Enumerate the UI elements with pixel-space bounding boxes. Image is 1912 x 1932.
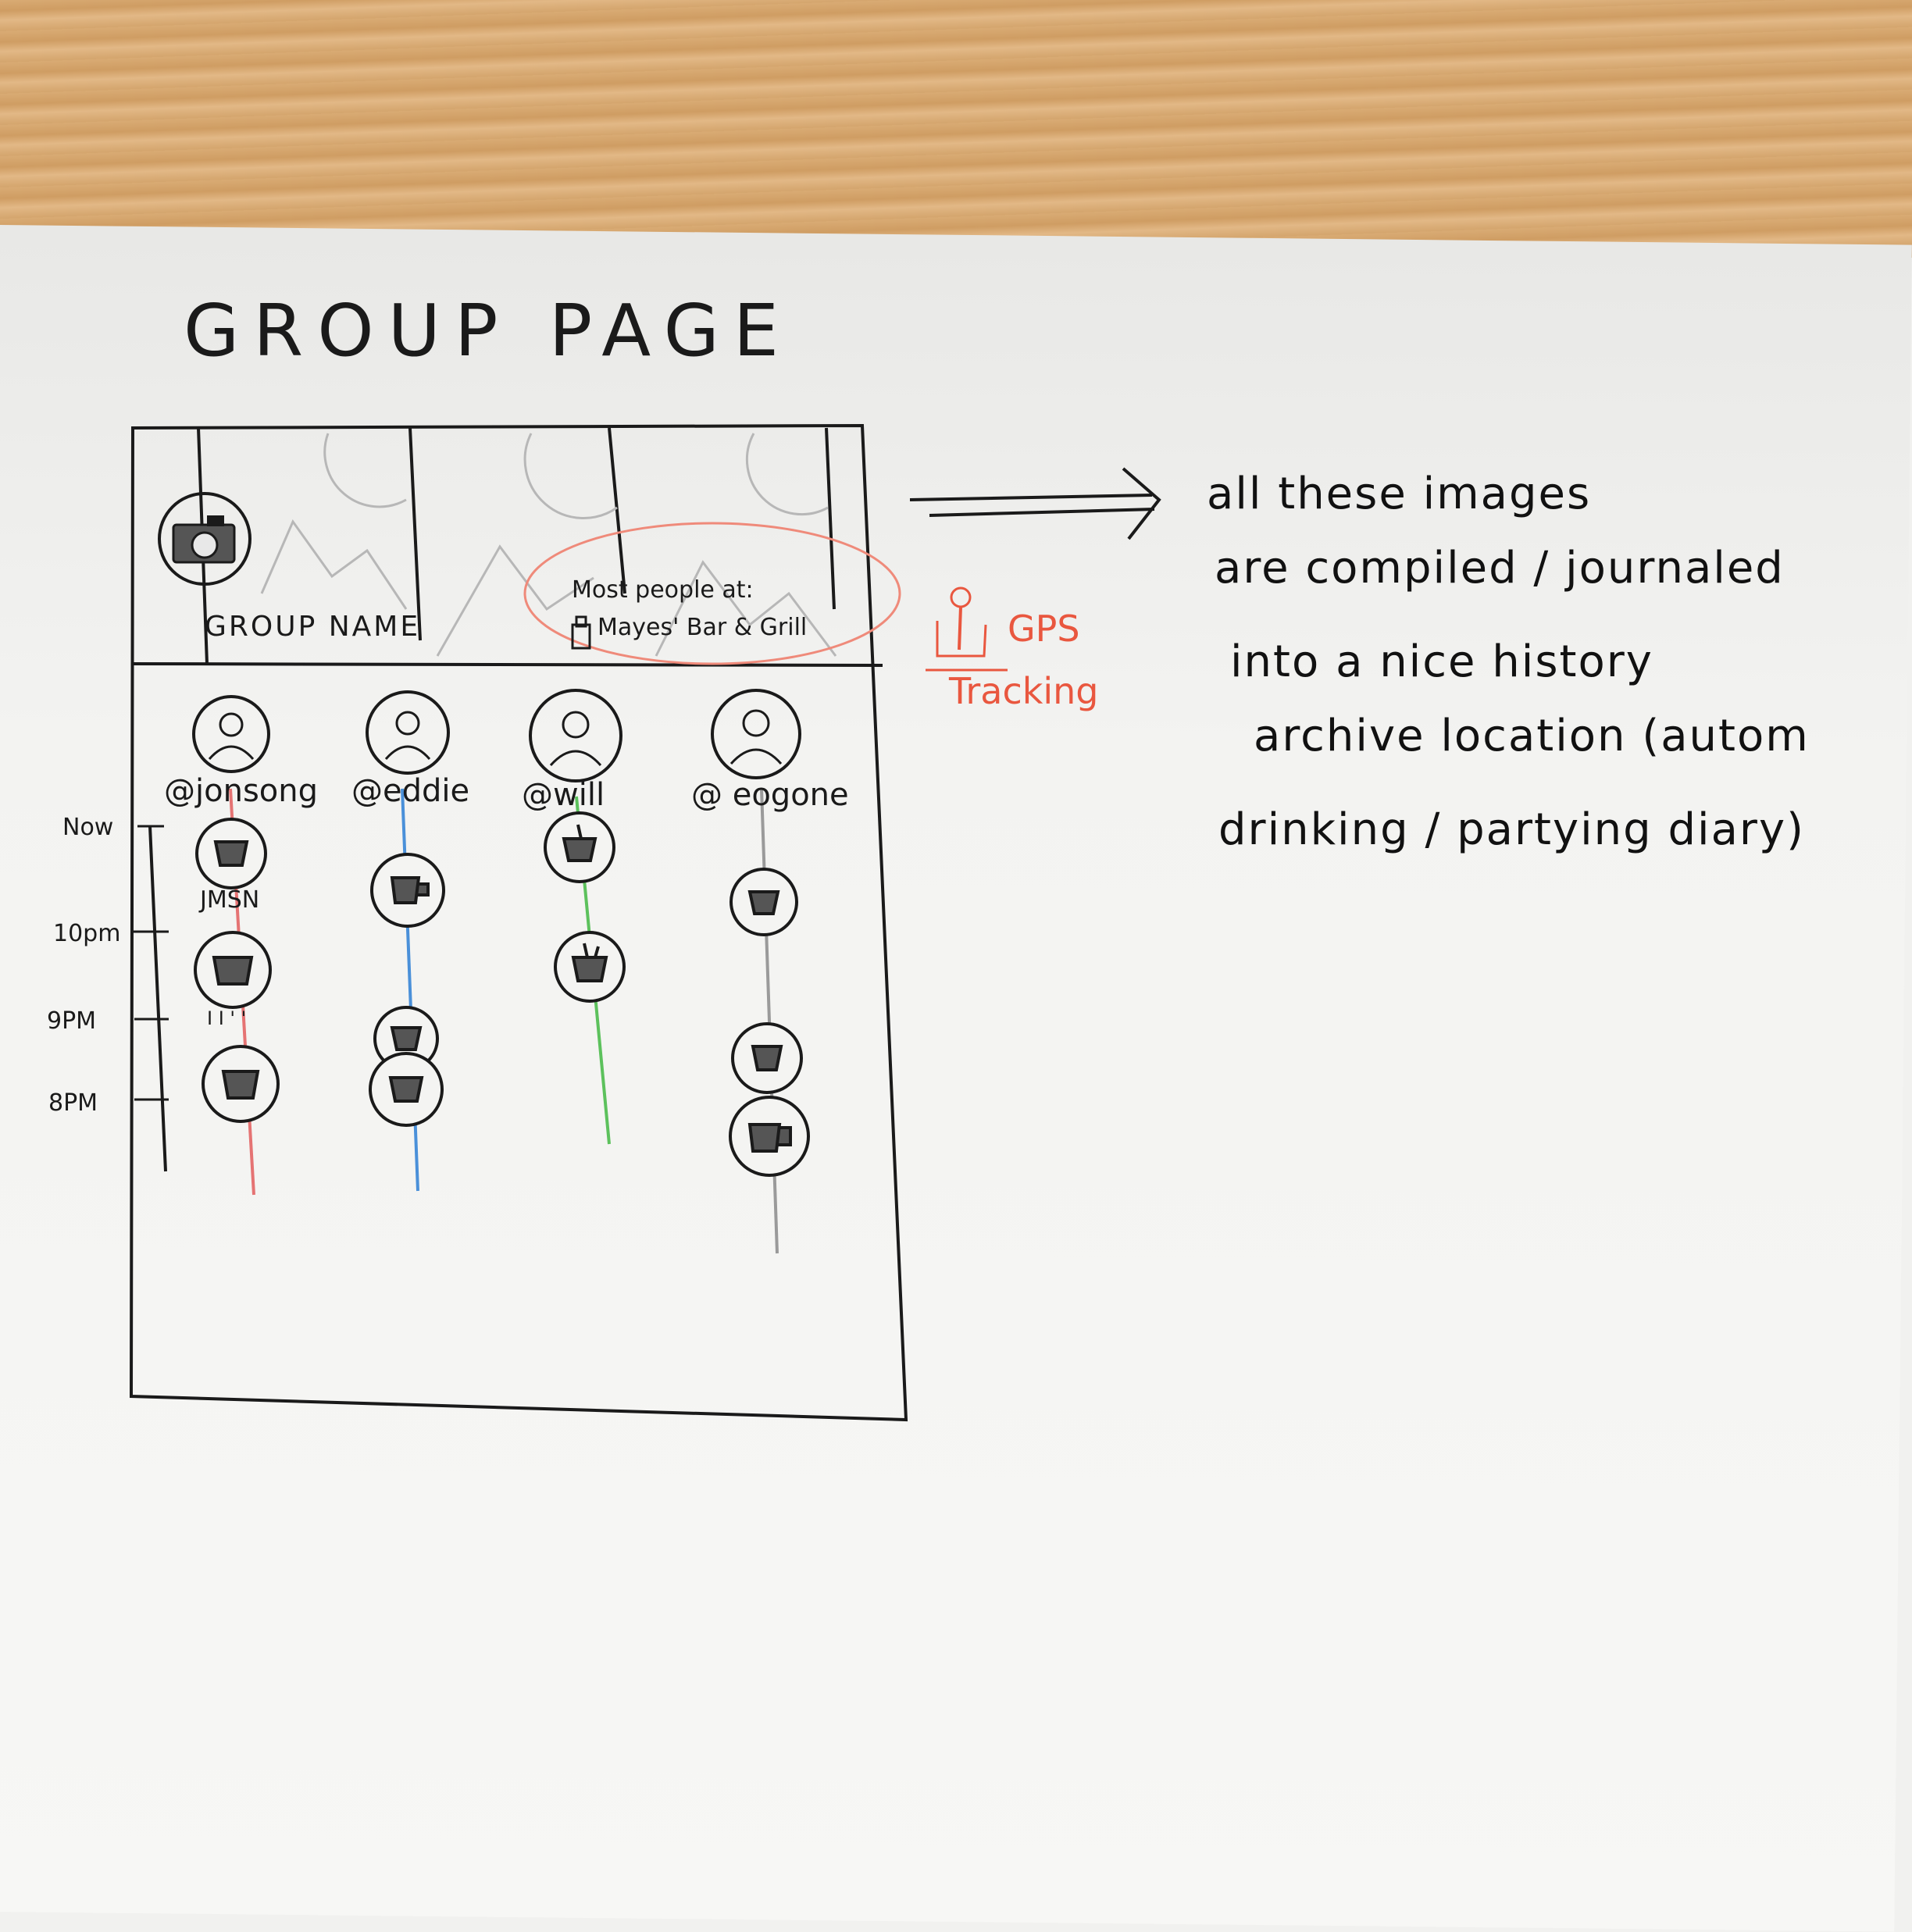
checkin-caption: I I ' ' [207, 1007, 247, 1029]
timeline-label: 8PM [48, 1089, 98, 1117]
wooden-desk-background [0, 0, 1912, 258]
person-icon [549, 711, 602, 766]
venue-icon [571, 615, 591, 650]
page-title: GROUP PAGE [184, 289, 794, 372]
glass-icon [747, 890, 780, 915]
drink-checkin[interactable] [373, 1006, 439, 1071]
camera-button[interactable] [158, 492, 251, 586]
photo-placeholder-sun [523, 433, 618, 519]
avatar[interactable] [192, 695, 270, 773]
person-icon [208, 712, 255, 760]
avatar[interactable] [366, 690, 450, 775]
glass-icon [221, 1070, 260, 1100]
mug-icon [747, 1123, 792, 1153]
timeline-label: Now [62, 814, 114, 841]
checkin-caption: JMSN [200, 886, 260, 914]
drink-checkin[interactable] [369, 1052, 444, 1127]
user-handle[interactable]: @will [522, 777, 605, 813]
most-people-label: Most people at: [572, 576, 754, 604]
mug-icon [390, 876, 430, 904]
photo-separator [408, 427, 422, 641]
photo-separator [825, 427, 836, 610]
drink-checkin[interactable] [554, 931, 626, 1003]
photo-placeholder-sun [323, 433, 407, 508]
group-name: GROUP NAME [205, 611, 421, 643]
cocktail-icon [562, 824, 598, 862]
avatar[interactable] [529, 689, 622, 782]
user-handle[interactable]: @jonsong [164, 773, 318, 809]
glass-icon [388, 1076, 424, 1103]
annotation-line: all these images [1207, 469, 1592, 519]
avatar[interactable] [711, 689, 801, 779]
drink-checkin[interactable] [731, 1022, 803, 1094]
drink-checkin[interactable] [544, 811, 615, 883]
user-handle[interactable]: @eddie [351, 773, 470, 809]
glass-icon [212, 956, 254, 986]
annotation-line: archive location (autom [1254, 711, 1810, 761]
user-timeline-eogone [760, 788, 779, 1254]
arrow-icon [909, 467, 1161, 540]
drink-checkin[interactable] [370, 853, 445, 928]
camera-icon [172, 515, 236, 564]
drink-checkin[interactable] [729, 1096, 810, 1177]
photo-separator [608, 427, 626, 594]
timeline-label: 9PM [47, 1007, 97, 1035]
drink-checkin[interactable] [202, 1045, 280, 1123]
cocktail-icon [571, 943, 608, 982]
photo-placeholder-mountain [436, 544, 594, 657]
glass-icon [751, 1045, 783, 1071]
annotation-line: drinking / partying diary) [1218, 804, 1805, 855]
gps-annotation: GPS [1008, 608, 1080, 650]
glass-icon [213, 840, 249, 867]
gps-pin-icon [926, 586, 1008, 672]
annotation-line: are compiled / journaled [1215, 543, 1785, 594]
venue-name[interactable]: Mayes' Bar & Grill [598, 614, 808, 641]
photo-placeholder-mountain [260, 519, 408, 610]
timeline-axis [133, 825, 169, 1172]
user-timeline-eddie [401, 788, 419, 1192]
header-divider [132, 662, 883, 667]
photo-placeholder-mountain [655, 560, 837, 657]
user-handle[interactable]: @ eogone [691, 777, 849, 813]
person-icon [384, 711, 431, 760]
drink-checkin[interactable] [194, 931, 272, 1009]
drink-checkin[interactable] [195, 818, 267, 889]
person-icon [729, 709, 783, 765]
drink-checkin[interactable] [729, 868, 798, 936]
highlight-ellipse [523, 522, 901, 665]
timeline-label: 10pm [53, 920, 121, 947]
annotation-line: into a nice history [1230, 636, 1653, 687]
gps-annotation-sub: Tracking [949, 670, 1099, 712]
glass-icon [390, 1026, 423, 1051]
phone-frame [129, 423, 908, 1422]
photo-placeholder-sun [745, 433, 829, 516]
